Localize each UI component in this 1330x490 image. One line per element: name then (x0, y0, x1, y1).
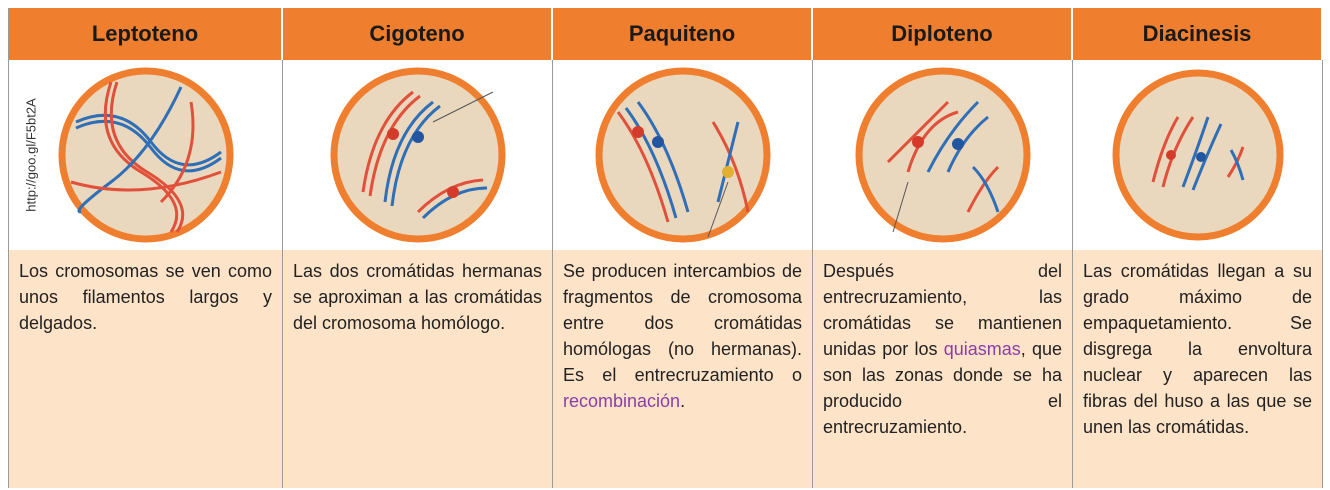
description-text: Después del entrecruzamiento, las cromát… (823, 261, 1062, 359)
stage-title: Leptoteno (8, 8, 283, 60)
description-text: Los cromosomas se ven como unos filament… (19, 261, 272, 333)
description-text: Se producen intercambios de fragmentos d… (563, 261, 802, 385)
stage-description: Los cromosomas se ven como unos filament… (8, 250, 283, 488)
source-url: http://goo.gl/F5bt2A (23, 98, 39, 212)
stage-illustration (1073, 60, 1323, 250)
chromosome-drawing (1112, 69, 1283, 241)
stage-illustration (283, 60, 553, 250)
description-text-end: . (680, 391, 686, 411)
highlighted-term: quiasmas (943, 339, 1021, 359)
chromosome-drawing (330, 67, 505, 243)
stage-description: Las dos cromátidas hermanas se aproximan… (283, 250, 553, 488)
stage-description: Las cromátidas llegan a su grado máximo … (1073, 250, 1323, 488)
stage-title: Diacinesis (1073, 8, 1323, 60)
description-text: Las dos cromátidas hermanas se aproximan… (293, 261, 542, 333)
stage-illustration (553, 60, 813, 250)
description-text-end: , que son las zonas donde se ha producid… (823, 339, 1062, 437)
stage-title: Diploteno (813, 8, 1073, 60)
chromosome-drawing (58, 67, 233, 243)
stage-illustration: http://goo.gl/F5bt2A (8, 60, 283, 250)
chromosome-drawing (595, 67, 770, 243)
stage-description: Después del entrecruzamiento, las cromát… (813, 250, 1073, 488)
description-text: Las cromátidas llegan a su grado máximo … (1083, 261, 1312, 437)
highlighted-term: recombinación (563, 391, 681, 411)
stage-title: Paquiteno (553, 8, 813, 60)
stage-description: Se producen intercambios de fragmentos d… (553, 250, 813, 488)
stage-illustration (813, 60, 1073, 250)
chromosome-drawing (855, 67, 1030, 243)
stages-table: Leptoteno Cigoteno Paquiteno Diploteno Diaci… (8, 8, 1323, 488)
stage-title: Cigoteno (283, 8, 553, 60)
